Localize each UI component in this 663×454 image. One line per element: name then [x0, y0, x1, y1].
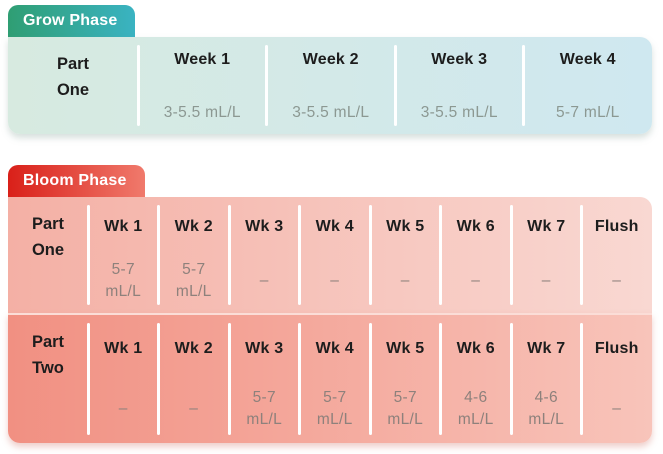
column-header: Flush [594, 218, 639, 235]
bloom2-wk5-cell: Wk 5 5-7 mL/L [368, 315, 441, 443]
column-header: Flush [594, 340, 639, 357]
bloom2-wk7-cell: Wk 7 4-6 mL/L [509, 315, 582, 443]
column-header: Wk 4 [315, 218, 354, 235]
bloom-part-two-row: Part Two Wk 1 – Wk 2 – Wk 3 5-7 mL/L Wk … [8, 313, 652, 443]
grow-week3-cell: Week 3 3-5.5 mL/L [393, 37, 524, 134]
grow-week2-cell: Week 2 3-5.5 mL/L [265, 37, 396, 134]
grow-row-label: Part One [8, 37, 138, 134]
bloom1-wk1-cell: Wk 1 5-7 mL/L [86, 197, 159, 313]
bloom1-flush-cell: Flush – [580, 197, 653, 313]
dosage-value: – [612, 400, 622, 418]
column-header: Wk 2 [174, 340, 213, 357]
dosage-value: – [118, 400, 128, 418]
dosage-value: – [259, 272, 269, 290]
bloom2-flush-cell: Flush – [580, 315, 653, 443]
column-header: Wk 2 [174, 218, 213, 235]
column-header: Week 1 [174, 51, 231, 68]
column-header: Wk 3 [245, 340, 284, 357]
dosage-value: 3-5.5 mL/L [420, 104, 498, 121]
column-header: Wk 1 [104, 218, 143, 235]
bloom1-wk7-cell: Wk 7 – [509, 197, 582, 313]
dosage-value: 5-7 mL/L [387, 389, 424, 428]
dosage-value: – [189, 400, 199, 418]
column-header: Wk 7 [527, 340, 566, 357]
dosage-value: 5-7 mL/L [246, 389, 283, 428]
column-header: Wk 5 [386, 218, 425, 235]
dosage-value: 5-7 mL/L [555, 104, 620, 121]
bloom2-wk6-cell: Wk 6 4-6 mL/L [439, 315, 512, 443]
grow-phase-table: Part One Week 1 3-5.5 mL/L Week 2 3-5.5 … [8, 37, 652, 134]
grow-week1-cell: Week 1 3-5.5 mL/L [136, 37, 267, 134]
column-header: Week 4 [559, 51, 616, 68]
column-header: Wk 1 [104, 340, 143, 357]
dosage-value: – [471, 272, 481, 290]
dosage-value: – [400, 272, 410, 290]
dosage-value: – [541, 272, 551, 290]
grow-phase-badge: Grow Phase [8, 5, 136, 37]
bloom1-wk6-cell: Wk 6 – [439, 197, 512, 313]
row-label-text: Part One [31, 215, 65, 259]
bloom2-wk1-cell: Wk 1 – [86, 315, 159, 443]
bloom2-wk3-cell: Wk 3 5-7 mL/L [227, 315, 300, 443]
column-header: Wk 6 [456, 340, 495, 357]
bloom-row-one-label: Part One [8, 197, 88, 313]
dosage-value: 4-6 mL/L [457, 389, 494, 428]
dosage-value: 3-5.5 mL/L [292, 104, 370, 121]
bloom-phase-badge: Bloom Phase [8, 165, 145, 197]
bloom1-wk4-cell: Wk 4 – [298, 197, 371, 313]
row-label-text: Part One [56, 55, 90, 99]
column-header: Week 2 [302, 51, 359, 68]
column-header: Wk 5 [386, 340, 425, 357]
grow-week4-cell: Week 4 5-7 mL/L [522, 37, 653, 134]
row-label-text: Part Two [31, 333, 65, 377]
column-header: Wk 7 [527, 218, 566, 235]
dosage-value: – [330, 272, 340, 290]
bloom-row-two-label: Part Two [8, 315, 88, 443]
column-header: Week 3 [431, 51, 488, 68]
dosage-value: 5-7 mL/L [175, 261, 212, 300]
bloom1-wk5-cell: Wk 5 – [368, 197, 441, 313]
bloom2-wk4-cell: Wk 4 5-7 mL/L [298, 315, 371, 443]
column-header: Wk 3 [245, 218, 284, 235]
dosage-value: 3-5.5 mL/L [163, 104, 241, 121]
bloom1-wk3-cell: Wk 3 – [227, 197, 300, 313]
dosage-value: 5-7 mL/L [316, 389, 353, 428]
bloom-part-one-row: Part One Wk 1 5-7 mL/L Wk 2 5-7 mL/L Wk … [8, 197, 652, 313]
column-header: Wk 6 [456, 218, 495, 235]
bloom2-wk2-cell: Wk 2 – [157, 315, 230, 443]
dosage-value: 4-6 mL/L [528, 389, 565, 428]
dosage-value: 5-7 mL/L [105, 261, 142, 300]
dosage-value: – [612, 272, 622, 290]
column-header: Wk 4 [315, 340, 354, 357]
bloom1-wk2-cell: Wk 2 5-7 mL/L [157, 197, 230, 313]
